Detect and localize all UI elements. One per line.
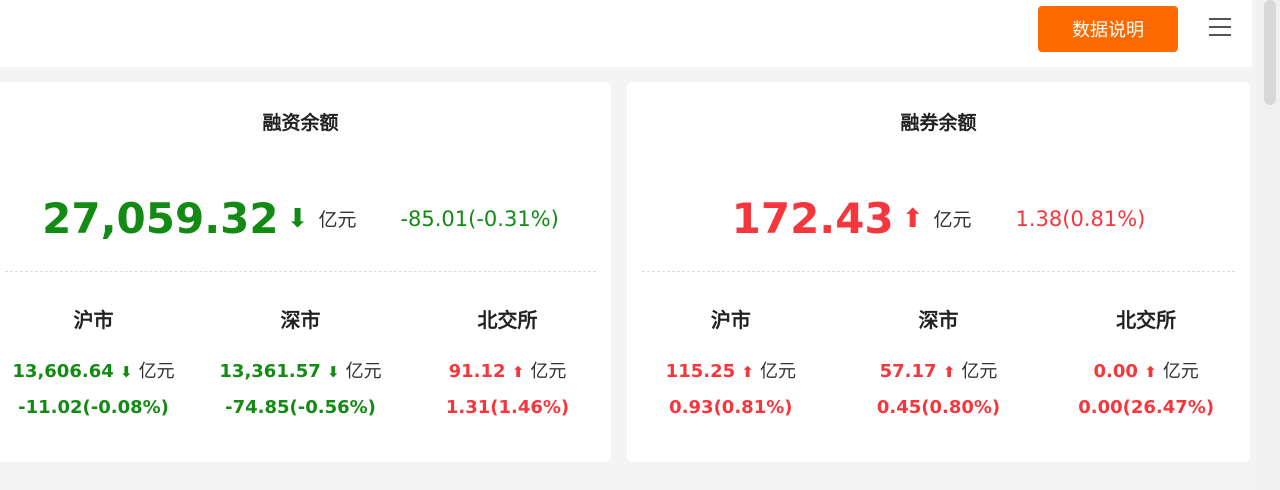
market-value: 13,361.57	[219, 361, 321, 382]
unit: 亿元	[1162, 361, 1199, 382]
market-value: 57.17	[879, 361, 937, 382]
arrow-down-icon: ⬇	[327, 363, 340, 381]
market-change: 0.00(26.47%)	[1078, 397, 1215, 418]
market-value: 0.00	[1093, 361, 1138, 382]
market-columns: 沪市 13,606.64 ⬇ 亿元 -11.02(-0.08%) 深市 13,36…	[0, 304, 611, 418]
market-label: 沪市	[73, 308, 114, 332]
scrollbar[interactable]	[1256, 0, 1280, 490]
market-change: 1.31(1.46%)	[445, 397, 570, 418]
market-column: 沪市 13,606.64 ⬇ 亿元 -11.02(-0.08%)	[0, 304, 197, 418]
market-change: -11.02(-0.08%)	[18, 397, 169, 418]
securities-lending-card: 融券余额 172.43 ⬆ 亿元 1.38(0.81%) 沪市 115.25 ⬆…	[627, 82, 1250, 462]
arrow-up-icon: ⬆	[511, 363, 525, 381]
unit: 亿元	[530, 361, 567, 382]
market-label: 北交所	[477, 308, 538, 332]
list-menu-icon[interactable]	[1205, 18, 1231, 40]
arrow-down-icon: ⬇	[286, 203, 309, 234]
arrow-up-icon: ⬆	[901, 203, 924, 234]
market-label: 深市	[280, 308, 321, 332]
card-title: 融券余额	[900, 112, 977, 134]
unit: 亿元	[760, 361, 796, 382]
scrollbar-thumb[interactable]	[1264, 0, 1276, 105]
market-column: 北交所 91.12 ⬆ 亿元 1.31(1.46%)	[404, 304, 611, 418]
unit: 亿元	[318, 209, 357, 231]
data-description-button[interactable]: 数据说明	[1038, 6, 1178, 52]
unit: 亿元	[138, 361, 175, 382]
arrow-up-icon: ⬆	[1144, 363, 1157, 381]
market-label: 沪市	[710, 308, 751, 332]
market-column: 北交所 0.00 ⬆ 亿元 0.00(26.47%)	[1042, 304, 1250, 418]
main-change: -85.01(-0.31%)	[400, 206, 559, 231]
arrow-down-icon: ⬇	[120, 363, 133, 381]
unit: 亿元	[933, 209, 972, 231]
arrow-up-icon: ⬆	[942, 363, 956, 381]
market-value: 13,606.64	[12, 361, 114, 382]
top-bar: 数据说明	[0, 0, 1252, 67]
market-label: 北交所	[1116, 308, 1177, 332]
market-change: -74.85(-0.56%)	[225, 397, 376, 418]
market-change: 0.45(0.80%)	[876, 397, 1001, 418]
market-label: 深市	[918, 308, 959, 332]
main-value: 172.43	[731, 194, 894, 243]
market-column: 深市 13,361.57 ⬇ 亿元 -74.85(-0.56%)	[197, 304, 404, 418]
market-column: 深市 57.17 ⬆ 亿元 0.45(0.80%)	[835, 304, 1043, 418]
unit: 亿元	[961, 361, 998, 382]
divider	[5, 271, 596, 272]
financing-balance-card: 融资余额 27,059.32 ⬇ 亿元 -85.01(-0.31%) 沪市 13…	[0, 82, 611, 462]
unit: 亿元	[345, 361, 382, 382]
market-value: 91.12	[448, 361, 506, 382]
main-change: 1.38(0.81%)	[1015, 206, 1146, 231]
divider	[642, 271, 1235, 272]
main-value: 27,059.32	[42, 194, 279, 243]
market-change: 0.93(0.81%)	[669, 397, 793, 418]
card-title: 融资余额	[262, 112, 339, 134]
market-columns: 沪市 115.25 ⬆ 亿元 0.93(0.81%) 深市 57.17 ⬆ 亿元 0…	[627, 304, 1250, 418]
arrow-up-icon: ⬆	[741, 363, 754, 381]
market-value: 115.25	[665, 361, 736, 382]
market-column: 沪市 115.25 ⬆ 亿元 0.93(0.81%)	[627, 304, 835, 418]
